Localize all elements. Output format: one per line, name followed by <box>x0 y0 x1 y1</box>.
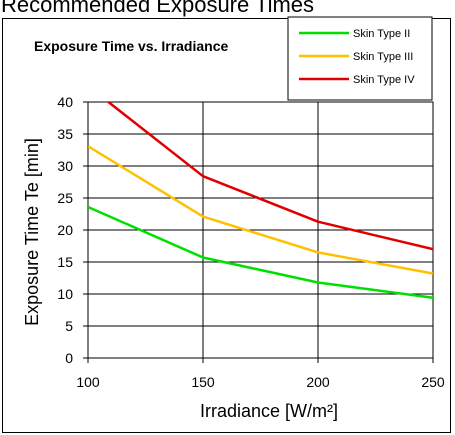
legend-label: Skin Type III <box>353 51 413 63</box>
x-axis: 100 150 200 250 <box>76 358 445 390</box>
legend-label: Skin Type IV <box>353 74 415 86</box>
y-tick-label: 25 <box>57 190 73 206</box>
y-axis-label: Exposure Time Te [min] <box>22 138 42 326</box>
y-tick-label: 5 <box>65 318 73 334</box>
y-tick-label: 20 <box>57 222 73 238</box>
y-tick-label: 15 <box>57 254 73 270</box>
legend-box <box>287 16 433 101</box>
legend: Skin Type II Skin Type III Skin Type IV <box>299 28 415 86</box>
series-line-2 <box>88 205 433 300</box>
x-tick-label: 100 <box>76 374 100 390</box>
x-axis-label: Irradiance [W/m²] <box>200 401 338 421</box>
series-line-4 <box>106 102 433 251</box>
x-tick-label: 200 <box>306 374 330 390</box>
y-tick-label: 0 <box>65 350 73 366</box>
y-tick-label: 40 <box>57 94 73 110</box>
chart-title: Exposure Time vs. Irradiance <box>34 38 228 54</box>
y-tick-label: 35 <box>57 126 73 142</box>
y-tick-label: 30 <box>57 158 73 174</box>
series-line-3 <box>88 145 433 275</box>
y-tick-label: 10 <box>57 286 73 302</box>
page-title: Recommended Exposure Times <box>1 0 315 17</box>
y-axis: 0 5 10 15 20 25 30 35 40 <box>57 94 88 366</box>
x-tick-label: 150 <box>191 374 215 390</box>
x-tick-label: 250 <box>421 374 445 390</box>
chart-frame <box>2 18 451 433</box>
series-lines <box>88 102 433 300</box>
legend-label: Skin Type II <box>353 28 410 40</box>
